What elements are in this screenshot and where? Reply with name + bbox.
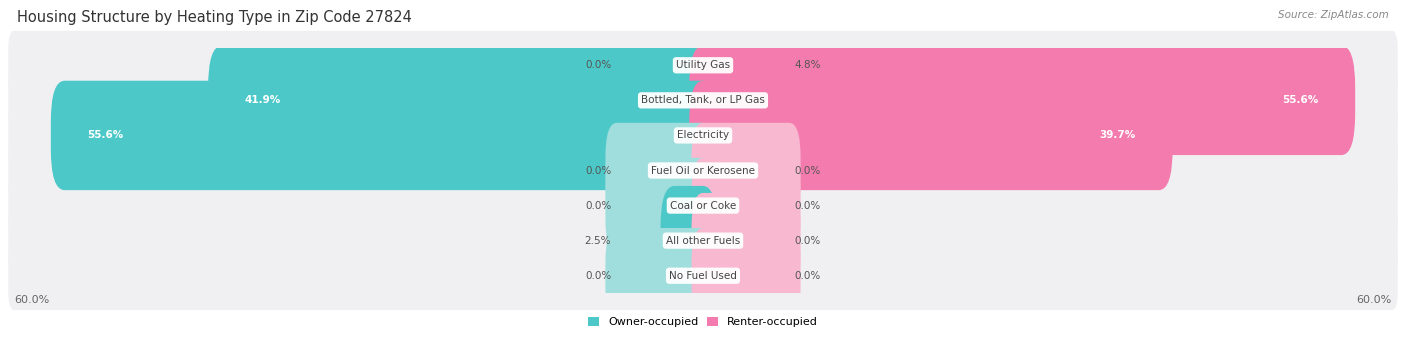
FancyBboxPatch shape [8, 241, 1398, 310]
Text: All other Fuels: All other Fuels [666, 236, 740, 246]
Text: 60.0%: 60.0% [1357, 295, 1392, 305]
FancyBboxPatch shape [8, 101, 1398, 170]
Text: 0.0%: 0.0% [585, 60, 612, 70]
Text: 60.0%: 60.0% [14, 295, 49, 305]
FancyBboxPatch shape [692, 193, 800, 288]
Legend: Owner-occupied, Renter-occupied: Owner-occupied, Renter-occupied [583, 313, 823, 332]
Text: Housing Structure by Heating Type in Zip Code 27824: Housing Structure by Heating Type in Zip… [17, 10, 412, 25]
FancyBboxPatch shape [606, 158, 714, 253]
FancyBboxPatch shape [8, 171, 1398, 240]
Text: 39.7%: 39.7% [1099, 130, 1136, 140]
FancyBboxPatch shape [51, 81, 717, 190]
FancyBboxPatch shape [661, 186, 717, 295]
Text: Source: ZipAtlas.com: Source: ZipAtlas.com [1278, 10, 1389, 20]
FancyBboxPatch shape [8, 206, 1398, 275]
FancyBboxPatch shape [606, 228, 714, 323]
Text: 0.0%: 0.0% [794, 201, 821, 211]
FancyBboxPatch shape [692, 228, 800, 323]
Text: No Fuel Used: No Fuel Used [669, 271, 737, 281]
FancyBboxPatch shape [689, 81, 1173, 190]
Text: Fuel Oil or Kerosene: Fuel Oil or Kerosene [651, 165, 755, 176]
Text: 0.0%: 0.0% [585, 271, 612, 281]
Text: 0.0%: 0.0% [585, 201, 612, 211]
FancyBboxPatch shape [606, 123, 714, 218]
Text: 0.0%: 0.0% [794, 236, 821, 246]
FancyBboxPatch shape [8, 31, 1398, 100]
Text: 0.0%: 0.0% [585, 165, 612, 176]
Text: Electricity: Electricity [676, 130, 730, 140]
Text: 55.6%: 55.6% [1282, 95, 1319, 105]
FancyBboxPatch shape [8, 136, 1398, 205]
Text: Coal or Coke: Coal or Coke [669, 201, 737, 211]
Text: 55.6%: 55.6% [87, 130, 124, 140]
FancyBboxPatch shape [692, 123, 800, 218]
FancyBboxPatch shape [689, 11, 772, 120]
FancyBboxPatch shape [689, 46, 1355, 155]
Text: 2.5%: 2.5% [585, 236, 612, 246]
Text: 4.8%: 4.8% [794, 60, 821, 70]
Text: Utility Gas: Utility Gas [676, 60, 730, 70]
FancyBboxPatch shape [692, 158, 800, 253]
Text: 41.9%: 41.9% [245, 95, 281, 105]
Text: Bottled, Tank, or LP Gas: Bottled, Tank, or LP Gas [641, 95, 765, 105]
FancyBboxPatch shape [606, 18, 714, 113]
FancyBboxPatch shape [208, 46, 717, 155]
FancyBboxPatch shape [8, 66, 1398, 135]
Text: 0.0%: 0.0% [794, 271, 821, 281]
Text: 0.0%: 0.0% [794, 165, 821, 176]
